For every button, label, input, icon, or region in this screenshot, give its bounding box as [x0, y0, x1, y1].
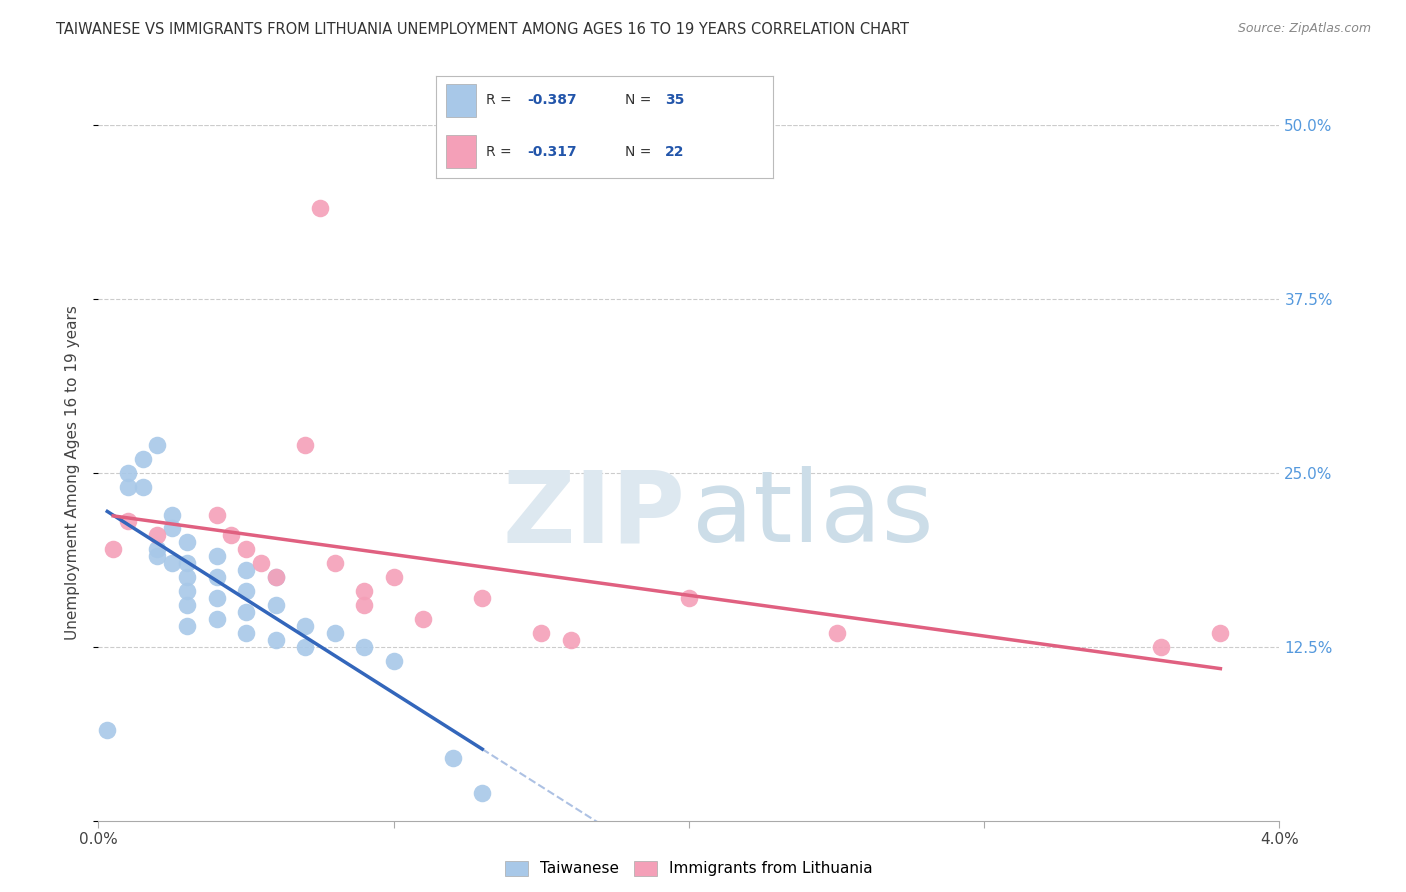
Point	[560, 632, 582, 647]
Point	[264, 598, 287, 612]
Point	[353, 640, 375, 654]
Point	[205, 549, 228, 564]
Point	[205, 508, 228, 522]
Point	[146, 549, 169, 564]
Text: atlas: atlas	[693, 466, 934, 563]
Point	[176, 556, 198, 570]
Point	[96, 723, 118, 738]
Legend: Taiwanese, Immigrants from Lithuania: Taiwanese, Immigrants from Lithuania	[499, 855, 879, 882]
Point	[678, 591, 700, 605]
Point	[825, 625, 848, 640]
Point	[294, 619, 316, 633]
Point	[146, 438, 169, 452]
Point	[353, 598, 375, 612]
Point	[176, 535, 198, 549]
Point	[176, 584, 198, 599]
Point	[117, 466, 139, 480]
Point	[162, 508, 183, 522]
Point	[323, 625, 346, 640]
Point	[308, 202, 332, 216]
Point	[146, 542, 169, 557]
Point	[117, 480, 139, 494]
Point	[382, 654, 405, 668]
FancyBboxPatch shape	[446, 84, 477, 117]
Y-axis label: Unemployment Among Ages 16 to 19 years: Unemployment Among Ages 16 to 19 years	[65, 305, 80, 640]
Text: Source: ZipAtlas.com: Source: ZipAtlas.com	[1237, 22, 1371, 36]
Point	[235, 542, 257, 557]
Point	[471, 786, 494, 800]
Point	[264, 570, 287, 584]
Point	[103, 542, 125, 557]
Point	[117, 515, 139, 529]
Point	[530, 625, 553, 640]
Point	[235, 625, 257, 640]
Point	[176, 598, 198, 612]
Point	[353, 584, 375, 599]
Point	[1150, 640, 1173, 654]
Point	[219, 528, 242, 542]
Point	[176, 619, 198, 633]
Text: R =: R =	[486, 94, 516, 107]
Point	[264, 570, 287, 584]
Point	[235, 563, 257, 577]
Point	[162, 521, 183, 535]
Point	[205, 612, 228, 626]
Text: -0.387: -0.387	[527, 94, 576, 107]
Point	[412, 612, 434, 626]
Text: 22: 22	[665, 145, 685, 159]
Text: R =: R =	[486, 145, 516, 159]
Point	[162, 556, 183, 570]
Point	[146, 528, 169, 542]
Point	[205, 591, 228, 605]
FancyBboxPatch shape	[446, 136, 477, 168]
Point	[323, 556, 346, 570]
Point	[264, 632, 287, 647]
Text: N =: N =	[624, 94, 655, 107]
Point	[441, 751, 464, 765]
Point	[294, 640, 316, 654]
Text: ZIP: ZIP	[502, 466, 685, 563]
Point	[1209, 625, 1232, 640]
Point	[132, 480, 155, 494]
Point	[294, 438, 316, 452]
Point	[471, 591, 494, 605]
Text: N =: N =	[624, 145, 655, 159]
Text: TAIWANESE VS IMMIGRANTS FROM LITHUANIA UNEMPLOYMENT AMONG AGES 16 TO 19 YEARS CO: TAIWANESE VS IMMIGRANTS FROM LITHUANIA U…	[56, 22, 910, 37]
Text: -0.317: -0.317	[527, 145, 576, 159]
Point	[132, 451, 155, 466]
Point	[382, 570, 405, 584]
Text: 35: 35	[665, 94, 685, 107]
Point	[235, 605, 257, 619]
Point	[176, 570, 198, 584]
Point	[235, 584, 257, 599]
Point	[250, 556, 273, 570]
Point	[205, 570, 228, 584]
